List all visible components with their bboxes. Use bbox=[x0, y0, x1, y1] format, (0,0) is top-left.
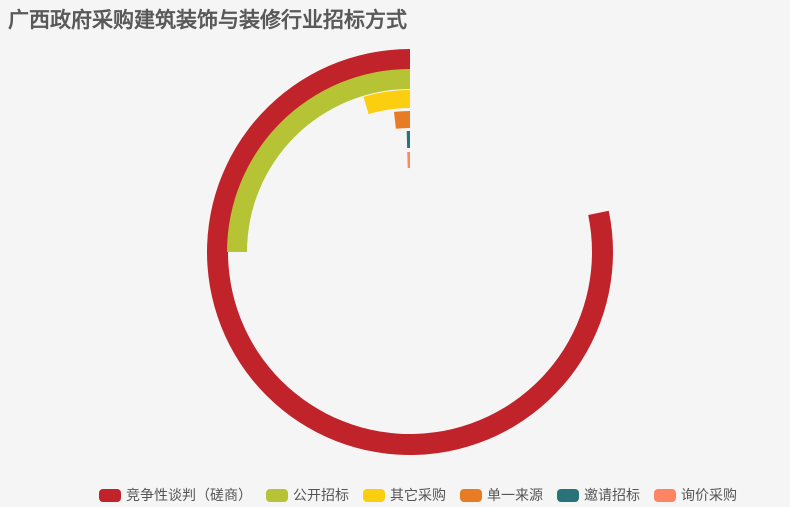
legend-item[interactable]: 单一来源 bbox=[460, 485, 543, 505]
legend-item[interactable]: 询价采购 bbox=[654, 485, 737, 505]
legend-swatch bbox=[363, 488, 385, 502]
legend-item[interactable]: 其它采购 bbox=[363, 485, 446, 505]
legend: 竞争性谈判（磋商） 公开招标 其它采购 单一来源 邀请招标 询价采购 bbox=[0, 485, 790, 505]
legend-swatch bbox=[99, 488, 121, 502]
legend-swatch bbox=[460, 488, 482, 502]
bar-3[interactable] bbox=[363, 90, 410, 115]
legend-label: 邀请招标 bbox=[584, 488, 640, 504]
legend-swatch bbox=[557, 488, 579, 502]
chart-title: 广西政府采购建筑装饰与装修行业招标方式 bbox=[8, 8, 407, 32]
legend-label: 询价采购 bbox=[681, 488, 737, 504]
legend-swatch bbox=[266, 488, 288, 502]
legend-label: 竞争性谈判（磋商） bbox=[126, 488, 252, 504]
bar-5[interactable] bbox=[406, 131, 410, 149]
legend-item[interactable]: 邀请招标 bbox=[557, 485, 640, 505]
legend-swatch bbox=[654, 488, 676, 502]
legend-item[interactable]: 竞争性谈判（磋商） bbox=[99, 485, 252, 505]
radial-bar-chart bbox=[206, 49, 614, 455]
legend-label: 单一来源 bbox=[487, 488, 543, 504]
bar-6[interactable] bbox=[407, 152, 410, 169]
legend-item[interactable]: 公开招标 bbox=[266, 485, 349, 505]
bar-4[interactable] bbox=[393, 111, 410, 129]
legend-label: 其它采购 bbox=[390, 488, 446, 504]
legend-label: 公开招标 bbox=[293, 488, 349, 504]
bar-2[interactable] bbox=[227, 69, 410, 252]
bar-1[interactable] bbox=[206, 49, 614, 455]
